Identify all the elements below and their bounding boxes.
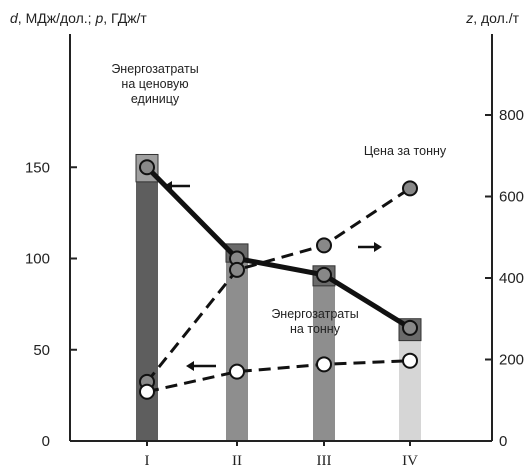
annotation-energy-per-ton: Энергозатраты	[271, 307, 358, 321]
left-axis-title-text1: , МДж/дол.;	[18, 10, 96, 26]
right-tick-label: 0	[499, 433, 507, 450]
right-axis-title: z, дол./т	[465, 10, 519, 26]
left-axis-title: d, МДж/дол.; p, ГДж/т	[10, 10, 147, 26]
annotation-energy-per-ton: на тонну	[290, 322, 341, 336]
right-axis-title-text: , дол./т	[473, 10, 519, 26]
left-tick-label: 150	[25, 159, 50, 176]
series-0-point	[402, 319, 418, 336]
right-tick-label: 800	[499, 107, 524, 124]
arrow-left-lower-head	[186, 361, 194, 371]
left-axis-title-sym2: p	[94, 10, 103, 26]
x-tick-label: IV	[402, 453, 418, 469]
series-1-point	[229, 261, 245, 278]
bar-II	[226, 262, 248, 441]
left-axis-title-text2: , ГДж/т	[103, 10, 147, 26]
left-tick-label: 0	[42, 433, 50, 450]
right-tick-label: 200	[499, 352, 524, 369]
annotation-price-per-ton: Цена за тонну	[364, 144, 447, 158]
annotation-energy-per-unit: Энергозатраты	[111, 62, 198, 76]
series-2-line	[146, 359, 411, 394]
x-tick-label: II	[232, 453, 242, 469]
series-1-point	[402, 180, 418, 197]
annotation-energy-per-unit: единицу	[131, 92, 180, 106]
left-axis-title-sym1: d	[10, 10, 19, 26]
arrow-left-upper-head	[164, 181, 172, 191]
right-tick-label: 400	[499, 270, 524, 287]
series-2-point	[139, 383, 155, 400]
left-tick-label: 50	[33, 342, 50, 359]
lines-layer	[139, 159, 418, 400]
series-2-point	[402, 352, 418, 369]
right-axis-title-sym: z	[465, 10, 473, 26]
right-tick-label: 600	[499, 189, 524, 206]
series-1-line	[145, 187, 411, 383]
x-tick-label: I	[145, 453, 150, 469]
series-0-point	[139, 159, 155, 176]
series-1-point	[316, 237, 332, 254]
series-2-point	[229, 363, 245, 380]
series-0-line	[145, 165, 412, 330]
left-tick-label: 100	[25, 251, 50, 268]
series-0-point	[316, 266, 332, 283]
series-2-point	[316, 356, 332, 373]
x-tick-label: III	[317, 453, 332, 469]
arrow-right-head	[374, 242, 382, 252]
bar-I	[136, 181, 158, 441]
annotation-energy-per-unit: на ценовую	[121, 77, 188, 91]
